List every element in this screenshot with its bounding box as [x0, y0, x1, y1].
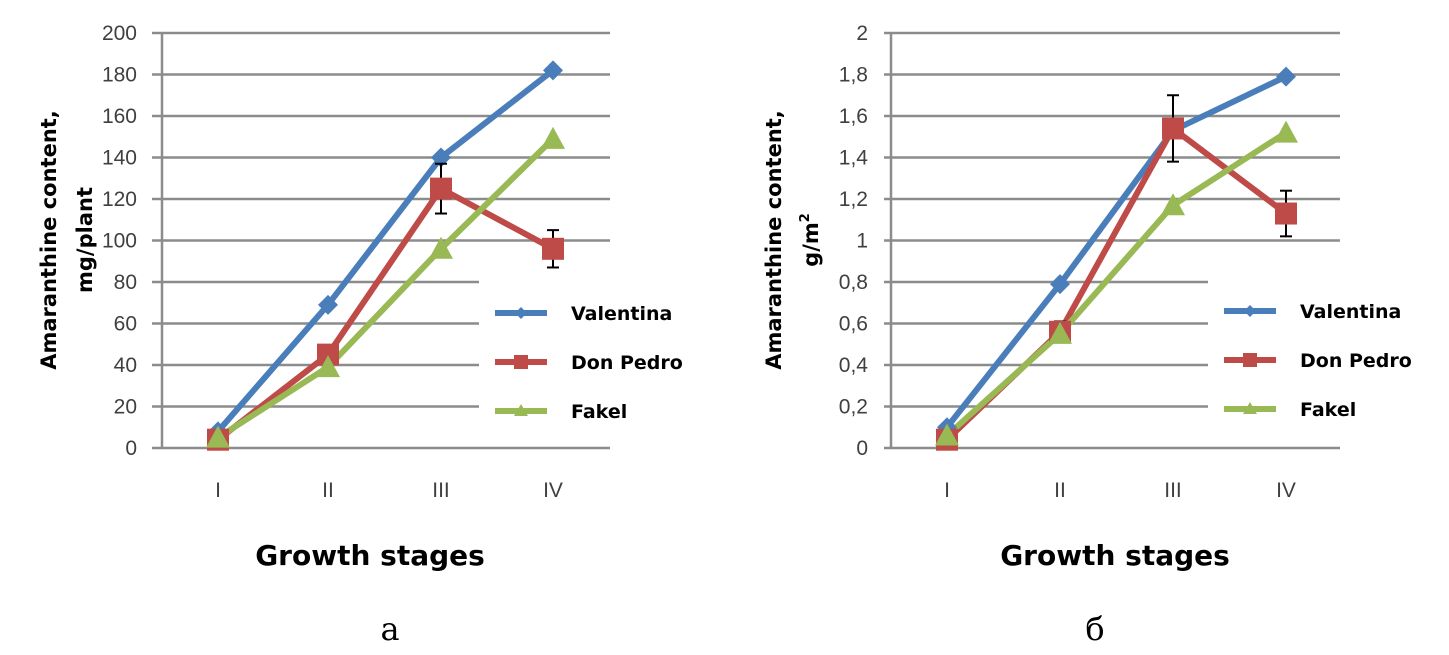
series-line-valentina — [215, 67, 555, 434]
legend-box — [479, 270, 699, 435]
y-tick-label: 120 — [102, 188, 137, 211]
data-point-square — [430, 177, 452, 200]
y-tick-label: 60 — [114, 313, 137, 336]
y-tick-label: 2 — [856, 22, 868, 45]
panel-label: б — [1085, 610, 1104, 648]
x-tick-label: II — [322, 479, 334, 502]
y-axis-title-line2: mg/plant — [73, 187, 97, 293]
legend-marker — [1243, 402, 1257, 414]
data-point-triangle — [1161, 193, 1185, 216]
data-point-triangle — [541, 126, 565, 149]
y-tick-label: 80 — [114, 271, 137, 294]
y-tick-label: 1 — [856, 230, 868, 253]
series-line-valentina — [944, 73, 1288, 430]
y-tick-label: 1,8 — [839, 64, 868, 87]
series-line-fakel — [216, 136, 556, 441]
y-tick-label: 0 — [125, 437, 137, 460]
x-tick-label: I — [944, 479, 950, 502]
data-point-square — [1275, 202, 1297, 225]
data-point-square — [1162, 117, 1184, 140]
data-point-diamond — [318, 294, 338, 315]
y-tick-label: 180 — [102, 64, 137, 87]
data-point-diamond — [431, 147, 451, 168]
legend-label: Fakel — [1300, 399, 1356, 421]
y-tick-label: 160 — [102, 105, 137, 128]
y-axis-title-line1: Amaranthine content, — [762, 110, 786, 370]
series-line-fakel — [944, 130, 1288, 438]
y-axis-title-unit: mg/plant — [73, 187, 97, 293]
data-point-diamond — [1276, 66, 1296, 87]
legend-label: Don Pedro — [571, 352, 683, 374]
legend-marker — [1243, 353, 1257, 367]
x-tick-label: III — [432, 479, 450, 502]
y-axis-title-line1: Amaranthine content, — [37, 110, 61, 370]
y-tick-label: 40 — [114, 354, 137, 377]
y-axis-title-superscript: 2 — [798, 213, 813, 222]
x-tick-label: III — [1164, 479, 1182, 502]
x-axis-title: Growth stages — [1000, 539, 1230, 572]
data-point-triangle — [429, 236, 453, 259]
y-tick-label: 20 — [114, 396, 137, 419]
legend-label: Fakel — [571, 401, 627, 423]
y-tick-label: 0,8 — [839, 271, 868, 294]
y-axis-title-line2: g/m2 — [798, 213, 823, 267]
series-line-don-pedro — [216, 185, 555, 443]
data-point-triangle — [1274, 120, 1298, 143]
y-tick-label: 140 — [102, 147, 137, 170]
legend-label: Don Pedro — [1300, 350, 1412, 372]
y-tick-label: 0,4 — [839, 354, 869, 377]
y-tick-label: 200 — [102, 22, 137, 45]
data-point-square — [542, 237, 564, 260]
data-point-diamond — [543, 60, 563, 81]
x-tick-label: IV — [1276, 479, 1296, 502]
legend-marker — [514, 404, 528, 416]
data-point-triangle — [1048, 321, 1072, 344]
data-point-triangle — [316, 355, 340, 378]
y-tick-label: 0,2 — [839, 396, 868, 419]
x-tick-label: II — [1054, 479, 1066, 502]
y-tick-label: 100 — [102, 230, 137, 253]
data-point-diamond — [1050, 274, 1070, 295]
legend-label: Valentina — [1300, 301, 1401, 323]
data-point-triangle — [935, 423, 959, 446]
y-tick-label: 0,6 — [839, 313, 868, 336]
data-point-square — [317, 343, 339, 366]
legend-marker — [1244, 305, 1256, 317]
legend-marker — [515, 307, 527, 319]
y-tick-label: 0 — [856, 437, 868, 460]
x-tick-label: IV — [543, 479, 563, 502]
y-tick-label: 1,4 — [839, 147, 869, 170]
x-axis-title: Growth stages — [255, 539, 485, 572]
legend-marker — [514, 355, 528, 369]
y-tick-label: 1,2 — [839, 188, 868, 211]
legend-label: Valentina — [571, 303, 672, 325]
chart-b: 00,20,40,60,811,21,41,61,82I II III IVAmara… — [762, 22, 1443, 648]
y-tick-label: 1,6 — [839, 105, 868, 128]
data-point-triangle — [206, 425, 230, 448]
x-tick-label: I — [215, 479, 221, 502]
y-axis-title-unit: g/m — [799, 222, 823, 267]
panel-label: a — [380, 610, 399, 648]
